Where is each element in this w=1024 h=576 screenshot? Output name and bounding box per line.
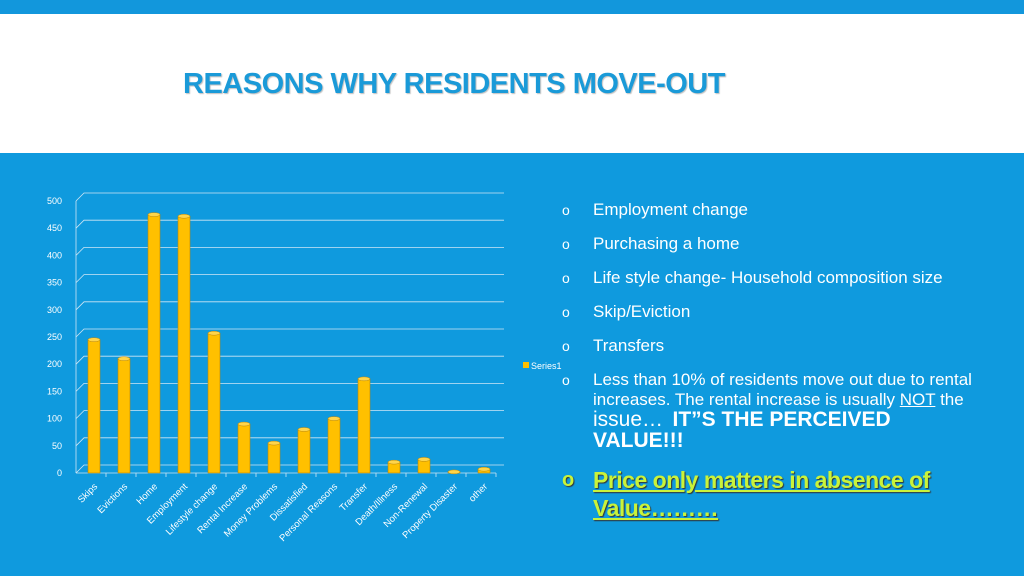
gridline xyxy=(75,410,504,419)
bar xyxy=(117,358,131,474)
bullet-text: Life style change- Household composition… xyxy=(593,268,943,287)
highlight-text: Price only matters in absence of Value……… xyxy=(593,467,930,521)
bar xyxy=(177,215,191,474)
title-band xyxy=(0,14,1024,153)
x-tick-label: Evictions xyxy=(95,481,130,516)
gridline xyxy=(75,437,504,447)
bullet-item: o Purchasing a home xyxy=(562,234,982,254)
bar-top xyxy=(447,469,461,475)
bar xyxy=(87,339,101,474)
bullet-item: o Transfers xyxy=(562,336,982,356)
y-tick-label: 450 xyxy=(47,223,62,233)
y-tick-label: 0 xyxy=(57,468,62,478)
bullet-marker: o xyxy=(562,236,570,252)
bar xyxy=(297,429,311,474)
bar xyxy=(267,442,281,474)
bullet-marker: o xyxy=(562,270,570,286)
bullet-text: Purchasing a home xyxy=(593,234,740,253)
y-tick-label: 250 xyxy=(47,332,62,342)
bar-top xyxy=(87,337,101,342)
legend-label: Series1 xyxy=(531,361,562,371)
x-tick-label: Lifestyle change xyxy=(164,481,220,537)
bullet-item: o Skip/Eviction xyxy=(562,302,982,322)
bar xyxy=(327,418,341,474)
bar-top xyxy=(327,416,341,421)
content-band xyxy=(0,153,1024,576)
bar-top xyxy=(387,459,401,465)
y-tick-label: 150 xyxy=(47,386,62,396)
gridline xyxy=(75,274,504,283)
bar xyxy=(207,332,221,474)
bullet-marker: o xyxy=(562,304,570,320)
gridline xyxy=(75,192,504,202)
note-bold: IT”S THE PERCEIVED VALUE!!! xyxy=(593,408,891,452)
bar-top xyxy=(207,330,221,336)
bar-top xyxy=(117,356,131,362)
note-text: issue… xyxy=(593,408,664,431)
bar-top xyxy=(417,457,431,462)
y-tick-label: 400 xyxy=(47,250,62,260)
gridline xyxy=(75,328,504,338)
bar-top xyxy=(237,421,251,427)
bullet-marker: o xyxy=(562,469,574,491)
bullet-item: o Life style change- Household compositio… xyxy=(562,268,982,288)
bullet-text: Employment change xyxy=(593,200,748,219)
bullet-text: Skip/Eviction xyxy=(593,302,691,321)
bar xyxy=(357,378,371,474)
y-tick-label: 200 xyxy=(47,359,62,369)
x-tick-label: Skips xyxy=(76,481,100,505)
gridline xyxy=(75,219,504,229)
note-text: the xyxy=(935,390,964,409)
bar-top xyxy=(297,427,311,432)
bar-top xyxy=(267,440,281,446)
bar-top xyxy=(177,213,191,219)
bullet-marker: o xyxy=(562,202,570,218)
x-tick-label: Home xyxy=(134,481,160,507)
y-tick-label: 500 xyxy=(47,196,62,206)
note-emphasis: NOT xyxy=(899,390,936,409)
gridline xyxy=(75,246,504,256)
y-tick-label: 350 xyxy=(47,278,62,288)
bar xyxy=(147,214,161,474)
bullet-highlight: o Price only matters in absence of Value…… xyxy=(562,466,982,522)
gridline xyxy=(75,464,504,474)
bullet-marker: o xyxy=(562,338,570,354)
bar-top xyxy=(357,376,371,382)
x-tick-label: Personal Reasons xyxy=(277,481,340,544)
bar xyxy=(237,423,251,474)
gridline xyxy=(75,355,504,365)
gridline xyxy=(75,301,504,311)
y-tick-label: 50 xyxy=(52,441,62,451)
x-tick-label: other xyxy=(467,481,490,504)
slide-title: REASONS WHY RESIDENTS MOVE-OUT xyxy=(183,68,725,100)
gridline xyxy=(75,382,504,392)
bullet-text: Transfers xyxy=(593,336,665,355)
y-tick-label: 100 xyxy=(47,414,62,424)
x-tick-label: Property Disaster xyxy=(400,481,460,541)
bar-top xyxy=(477,466,491,472)
x-tick-label: Money Problems xyxy=(222,481,280,539)
bullet-item: o Employment change xyxy=(562,200,982,220)
bullet-rental-note: o Less than 10% of residents move out due… xyxy=(562,370,982,452)
y-tick-label: 300 xyxy=(47,305,62,315)
bullet-marker: o xyxy=(562,372,570,388)
top-strip xyxy=(0,0,1024,14)
bar-top xyxy=(147,212,161,217)
note-text: Less than 10% of residents move out due … xyxy=(593,370,972,409)
bullet-list: o Employment change o Purchasing a home o L… xyxy=(562,200,982,536)
legend-swatch xyxy=(523,362,529,368)
